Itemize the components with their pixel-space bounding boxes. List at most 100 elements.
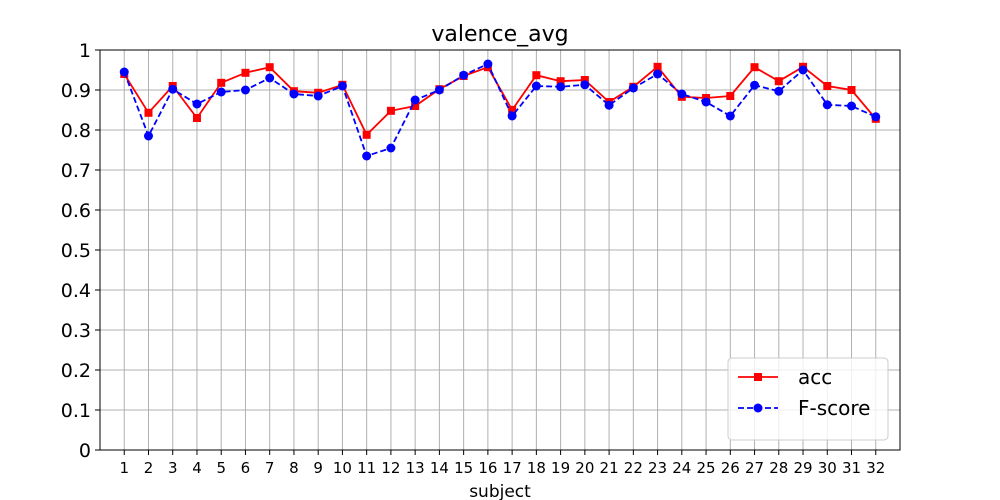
x-tick-label: 5 — [216, 459, 226, 477]
series-f-score — [119, 59, 881, 161]
data-point — [434, 85, 444, 95]
y-tick-label: 0 — [79, 440, 91, 462]
x-tick-label: 30 — [818, 459, 837, 477]
y-tick-label: 0.6 — [61, 200, 91, 222]
y-axis: 0 0.1 0.2 0.3 0.4 0.5 0.6 0.7 0.8 0.9 1 — [61, 40, 100, 462]
data-point — [532, 71, 541, 80]
y-tick-label: 0.7 — [61, 160, 91, 182]
data-point — [823, 82, 832, 90]
chart-title: valence_avg — [431, 22, 568, 47]
data-point — [362, 151, 372, 161]
x-axis: 1 2 3 4 5 6 7 8 9 10 11 12 13 14 15 16 17 18 19 20 21 22 23 24 2… — [119, 450, 885, 477]
x-tick-label: 6 — [241, 459, 251, 477]
data-point — [313, 91, 323, 101]
data-point — [216, 87, 226, 97]
data-point — [410, 95, 420, 105]
data-point — [459, 70, 469, 80]
legend-item: acc — [738, 365, 832, 389]
data-point — [240, 85, 250, 95]
legend-label: F-score — [798, 396, 870, 420]
x-tick-label: 3 — [168, 459, 178, 477]
x-tick-label: 11 — [357, 459, 376, 477]
legend-item: F-score — [738, 396, 870, 420]
data-point — [847, 86, 856, 94]
x-tick-label: 4 — [192, 459, 202, 477]
legend-label: acc — [798, 365, 832, 389]
x-tick-label: 13 — [406, 459, 425, 477]
x-tick-label: 19 — [551, 459, 570, 477]
x-tick-label: 9 — [313, 459, 323, 477]
data-point — [580, 76, 589, 84]
x-tick-label: 15 — [454, 459, 473, 477]
legend: acc F-score — [727, 357, 889, 441]
x-tick-label: 22 — [624, 459, 643, 477]
y-tick-label: 0.5 — [61, 240, 91, 262]
data-point — [822, 100, 832, 110]
data-point — [217, 78, 226, 87]
data-point — [556, 82, 566, 92]
y-tick-label: 0.2 — [61, 360, 91, 382]
x-tick-label: 16 — [478, 459, 497, 477]
data-point — [580, 80, 590, 90]
legend-marker — [753, 403, 763, 413]
y-tick-label: 0.8 — [61, 120, 91, 142]
legend-marker — [754, 373, 762, 381]
x-tick-label: 29 — [793, 459, 812, 477]
data-point — [265, 63, 274, 72]
data-point — [289, 89, 299, 99]
series-acc — [120, 62, 880, 139]
x-tick-label: 14 — [430, 459, 449, 477]
x-tick-label: 21 — [600, 459, 619, 477]
y-tick-label: 0.1 — [61, 400, 91, 422]
series-layer — [119, 59, 881, 161]
data-point — [337, 81, 347, 91]
data-point — [628, 83, 638, 93]
x-tick-label: 31 — [842, 459, 861, 477]
data-point — [774, 86, 784, 96]
data-point — [168, 84, 178, 94]
x-tick-label: 12 — [381, 459, 400, 477]
y-tick-label: 0.9 — [61, 80, 91, 102]
x-tick-label: 32 — [866, 459, 885, 477]
data-point — [725, 111, 735, 121]
y-tick-label: 0.4 — [61, 280, 91, 302]
data-point — [653, 62, 662, 71]
data-point — [144, 108, 153, 117]
data-point — [750, 80, 760, 90]
y-tick-label: 0.3 — [61, 320, 91, 342]
x-tick-label: 23 — [648, 459, 667, 477]
y-tick-label: 1 — [79, 40, 91, 62]
data-point — [847, 101, 857, 111]
x-tick-label: 2 — [144, 459, 154, 477]
data-point — [531, 81, 541, 91]
data-point — [677, 89, 687, 99]
x-tick-label: 10 — [333, 459, 352, 477]
legend-items: acc F-score — [738, 365, 870, 420]
data-point — [192, 99, 202, 109]
x-tick-label: 18 — [527, 459, 546, 477]
data-point — [653, 69, 663, 79]
data-point — [386, 106, 395, 115]
data-point — [483, 59, 493, 69]
data-point — [798, 65, 808, 75]
data-point — [556, 77, 565, 86]
x-tick-label: 7 — [265, 459, 275, 477]
data-point — [143, 131, 153, 141]
data-point — [386, 143, 396, 153]
x-tick-label: 8 — [289, 459, 299, 477]
data-point — [362, 130, 371, 139]
data-point — [726, 92, 735, 100]
data-point — [411, 102, 420, 110]
series-line — [123, 65, 877, 137]
data-point — [265, 73, 275, 83]
x-tick-label: 1 — [119, 459, 129, 477]
data-point — [507, 111, 517, 121]
x-tick-label: 25 — [697, 459, 716, 477]
data-point — [871, 112, 881, 122]
x-tick-label: 24 — [672, 459, 691, 477]
data-point — [774, 77, 783, 86]
data-point — [508, 106, 517, 114]
x-tick-label: 26 — [721, 459, 740, 477]
